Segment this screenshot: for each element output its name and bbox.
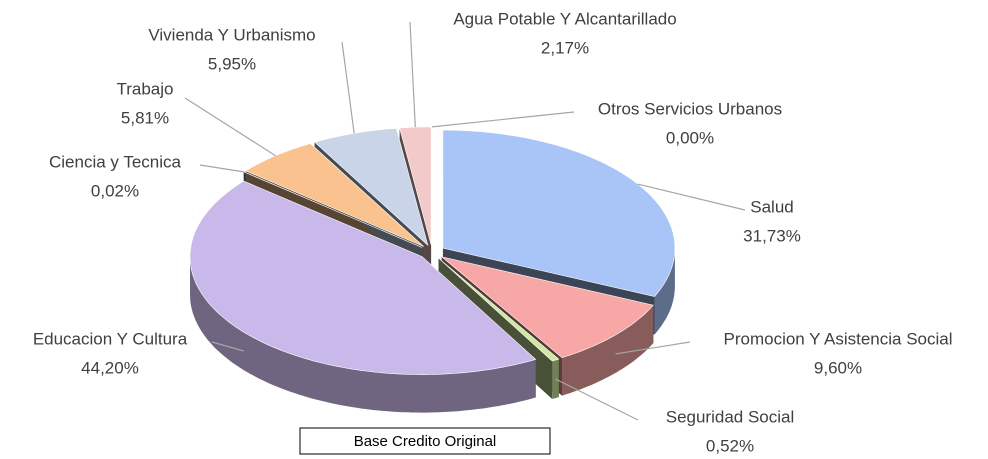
caption: Base Credito Original: [354, 433, 497, 450]
slice: [441, 256, 654, 359]
slice-label: Seguridad Social: [666, 407, 795, 426]
slice: [438, 257, 560, 362]
leader-line: [199, 164, 244, 173]
slice-value-label: 5,95%: [208, 54, 256, 73]
slice-value-label: 0,52%: [706, 436, 754, 455]
leader-line: [615, 341, 691, 355]
slice: [399, 126, 432, 245]
slice-label: Ciencia y Tecnica: [49, 152, 182, 171]
slice-value-label: 0,00%: [666, 128, 714, 147]
leader-line: [555, 378, 639, 421]
slice-label: Promocion Y Asistencia Social: [724, 329, 953, 348]
leader-line: [431, 111, 575, 128]
slice-label: Agua Potable Y Alcantarillado: [453, 9, 676, 28]
slice-value-label: 5,81%: [121, 108, 169, 127]
leader-line: [341, 41, 355, 134]
slice-side: [654, 248, 675, 335]
slice-side: [190, 256, 536, 413]
slice-label: Trabajo: [116, 79, 173, 98]
slice-value-label: 44,20%: [81, 358, 139, 377]
slice: [189, 180, 537, 375]
slice-label: Educacion Y Cultura: [33, 329, 188, 348]
slice-side: [562, 305, 654, 396]
slice-label: Salud: [750, 197, 793, 216]
slice: [244, 143, 424, 247]
slice-side: [552, 359, 559, 399]
slice-label: Otros Servicios Urbanos: [598, 99, 782, 118]
slice-value-label: 0,02%: [91, 181, 139, 200]
slice-value-label: 31,73%: [743, 226, 801, 245]
slice-label: Vivienda Y Urbanismo: [148, 25, 315, 44]
slice: [313, 127, 429, 247]
slice: [442, 129, 676, 297]
caption-box: [299, 427, 551, 455]
leader-line: [184, 97, 276, 157]
leader-line: [211, 341, 244, 352]
leader-line: [637, 183, 746, 211]
slice-value-label: 9,60%: [814, 358, 862, 377]
leader-line: [409, 21, 416, 128]
slice-value-label: 2,17%: [541, 38, 589, 57]
